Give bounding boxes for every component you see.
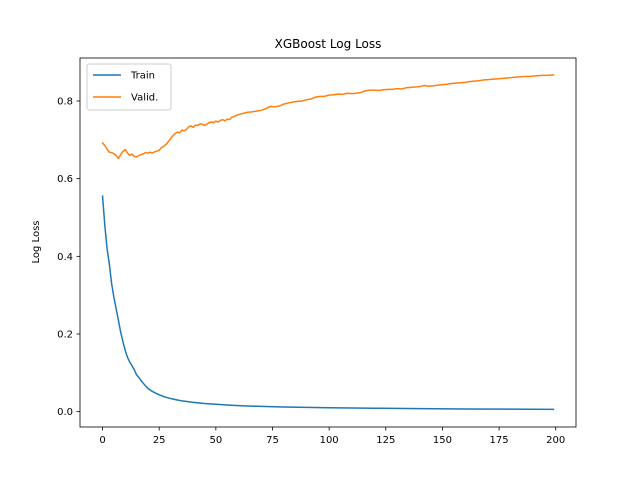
x-tick-label: 0 — [99, 435, 105, 446]
legend-box — [86, 63, 172, 111]
y-axis-label: Log Loss — [31, 221, 42, 264]
x-tick-label: 25 — [153, 435, 166, 446]
chart-title: XGBoost Log Loss — [275, 37, 382, 51]
series-line-train — [101, 195, 555, 411]
y-tick-label: 0.6 — [57, 174, 73, 185]
legend: Train Valid. — [86, 63, 172, 111]
x-tick-label: 100 — [320, 435, 339, 446]
plot-area — [101, 74, 555, 411]
axis-ticks: 0 25 50 75 100 125 150 175 200 0.0 0.2 0.4 0.6 0.8 — [57, 96, 565, 446]
series-line-valid — [101, 74, 555, 160]
y-tick-label: 0.2 — [57, 329, 73, 340]
x-tick-label: 200 — [546, 435, 565, 446]
axes-frame — [79, 57, 577, 428]
legend-label-valid: Valid. — [131, 93, 158, 104]
x-tick-label: 175 — [490, 435, 509, 446]
y-tick-label: 0.4 — [57, 252, 73, 263]
x-tick-label: 50 — [209, 435, 222, 446]
y-tick-label: 0.8 — [57, 96, 73, 107]
y-tick-label: 0.0 — [57, 407, 73, 418]
x-tick-label: 75 — [266, 435, 279, 446]
legend-label-train: Train — [130, 71, 155, 82]
x-tick-label: 125 — [376, 435, 395, 446]
x-tick-label: 150 — [433, 435, 452, 446]
